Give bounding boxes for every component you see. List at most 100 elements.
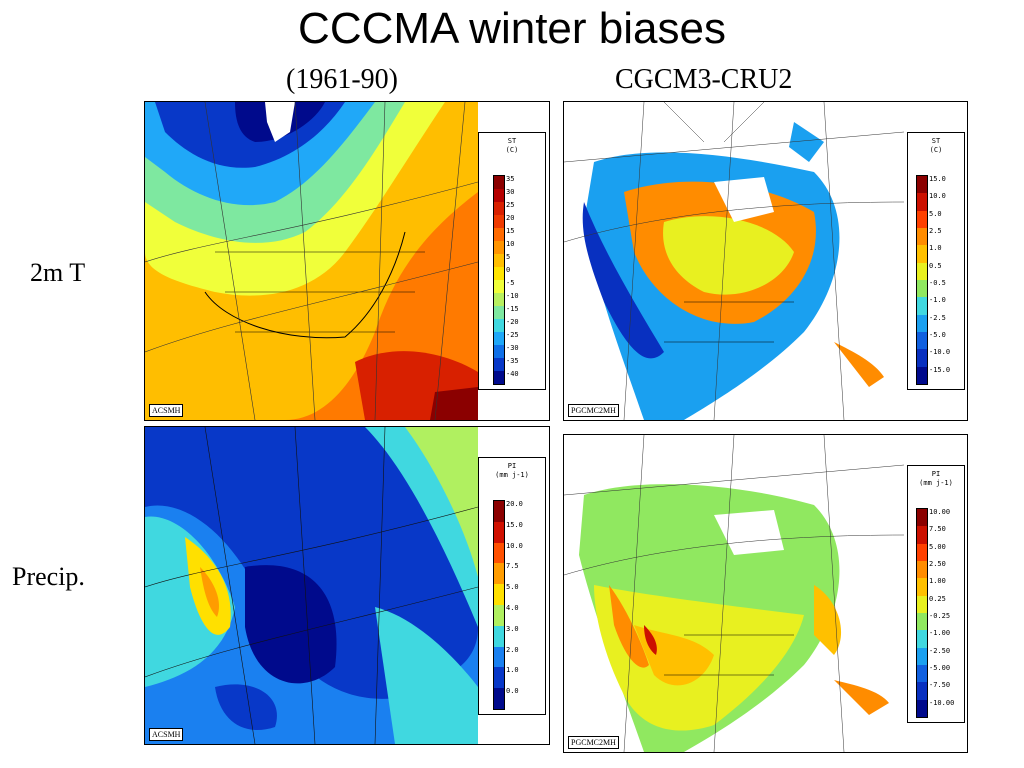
legend-tick-label: -5.0 — [929, 331, 946, 339]
map-panel-precipitation-model: PI (mm j-1) 20.0 15.0 10.0 7.5 5.0 4.0 3.0 2.0 1… — [144, 426, 550, 745]
legend-tick-label: -2.50 — [929, 646, 951, 655]
legend-tick-label: 0.0 — [506, 687, 519, 696]
legend-swatch — [494, 241, 504, 254]
temperature-model-legend: ST (C) 35 30 25 20 15 10 5 0 -5 -10 -15 -20 -25 -30 -3… — [478, 132, 546, 390]
panel-run-tag: ACSMH — [149, 404, 184, 417]
legend-swatch — [917, 245, 927, 263]
legend-variable: PI — [507, 462, 517, 470]
legend-swatch — [917, 578, 927, 596]
legend-tick-label: 5 — [506, 253, 511, 261]
legend-swatch — [917, 227, 927, 246]
legend-swatch — [917, 331, 927, 350]
row-label-temperature: 2m T — [30, 258, 86, 287]
legend-tick-label: -40 — [506, 370, 519, 378]
panel-run-tag: PGCMC2MH — [568, 736, 619, 749]
legend-tick-label: 2.50 — [929, 560, 946, 568]
precipitation-model-map — [145, 427, 478, 744]
legend-tick-label: 15.0 — [929, 175, 946, 183]
legend-tick-label: 0.5 — [929, 261, 942, 270]
legend-tick-label: 0.25 — [929, 594, 946, 603]
legend-swatch — [494, 688, 504, 709]
legend-tick-label: 2.5 — [929, 227, 942, 235]
precipitation-bias-map — [564, 435, 904, 752]
legend-tick-label: -15 — [506, 305, 519, 313]
legend-tick-label: 35 — [506, 175, 515, 183]
legend-swatch — [917, 699, 927, 717]
legend-swatch — [917, 349, 927, 367]
legend-swatch — [494, 345, 504, 358]
legend-swatch — [494, 358, 504, 371]
temperature-bias-legend: ST (C) 15.0 10.0 5.0 2.5 1.0 0.5 -0.5 -1.0 -2.5 -… — [907, 132, 965, 390]
legend-swatch — [917, 647, 927, 665]
legend-tick-label: 30 — [506, 188, 515, 196]
precipitation-bias-legend: PI (mm j-1) 10.00 7.50 5.00 2.50 1.00 0.25 -0.… — [907, 465, 965, 723]
legend-unit: (mm j-1) — [919, 479, 953, 487]
precipitation-model-legend: PI (mm j-1) 20.0 15.0 10.0 7.5 5.0 4.0 3.0 2.0 1… — [478, 457, 546, 715]
legend-tick-label: -10.0 — [929, 348, 951, 357]
legend-swatch — [494, 371, 504, 384]
legend-swatch — [494, 521, 504, 543]
column-header-period: (1961-90) — [286, 64, 398, 95]
legend-tick-label: 25 — [506, 201, 515, 209]
legend-tick-label: 15 — [506, 227, 515, 235]
legend-swatch — [494, 584, 504, 605]
legend-tick-label: -35 — [506, 357, 519, 365]
legend-tick-label: 5.00 — [929, 542, 946, 551]
legend-swatch — [494, 202, 504, 215]
legend-swatch — [917, 526, 927, 544]
legend-tick-label: 10.0 — [929, 192, 946, 201]
legend-tick-label: 5.0 — [506, 583, 519, 592]
legend-swatch — [917, 509, 927, 527]
legend-colorbar — [916, 508, 928, 718]
legend-tick-label: -30 — [506, 344, 519, 352]
legend-swatch — [494, 501, 504, 522]
legend-swatch — [917, 193, 927, 211]
legend-tick-label: 7.50 — [929, 525, 946, 534]
temperature-bias-map — [564, 102, 904, 420]
legend-tick-label: 4.0 — [506, 604, 519, 612]
legend-tick-label: 10 — [506, 240, 515, 248]
legend-tick-label: 5.0 — [929, 209, 942, 218]
column-header-comparison: CGCM3-CRU2 — [615, 64, 793, 95]
legend-swatch — [917, 664, 927, 683]
legend-tick-label: 1.0 — [929, 244, 942, 253]
map-panel-precipitation-bias: PI (mm j-1) 10.00 7.50 5.00 2.50 1.00 0.25 -0.… — [563, 434, 968, 753]
legend-colorbar — [493, 175, 505, 385]
legend-tick-label: 20.0 — [506, 500, 523, 508]
legend-swatch — [494, 176, 504, 189]
legend-swatch — [494, 306, 504, 319]
legend-swatch — [494, 625, 504, 647]
slide-title: CCCMA winter biases — [298, 4, 726, 53]
legend-tick-label: -15.0 — [929, 365, 951, 374]
legend-swatch — [494, 563, 504, 585]
legend-tick-label: -5.00 — [929, 664, 951, 672]
legend-tick-label: -10 — [506, 292, 519, 300]
legend-swatch — [917, 612, 927, 631]
legend-unit: (mm j-1) — [495, 471, 529, 479]
legend-tick-label: -5 — [506, 279, 515, 287]
legend-swatch — [494, 542, 504, 564]
legend-tick-label: 1.00 — [929, 577, 946, 586]
legend-tick-label: 3.0 — [506, 624, 519, 633]
legend-swatch — [494, 189, 504, 202]
legend-swatch — [494, 254, 504, 267]
legend-swatch — [494, 319, 504, 332]
legend-swatch — [917, 210, 927, 228]
legend-swatch — [917, 366, 927, 384]
legend-swatch — [917, 560, 927, 579]
legend-swatch — [494, 332, 504, 345]
legend-swatch — [917, 262, 927, 280]
legend-swatch — [917, 297, 927, 315]
legend-tick-label: -20 — [506, 318, 519, 326]
legend-colorbar — [493, 500, 505, 710]
legend-variable: ST — [931, 137, 941, 145]
legend-tick-label: -1.00 — [929, 629, 951, 638]
legend-tick-label: 7.5 — [506, 562, 519, 571]
legend-colorbar — [916, 175, 928, 385]
temperature-model-map — [145, 102, 478, 420]
panel-run-tag: PGCMC2MH — [568, 404, 619, 417]
legend-tick-label: 1.0 — [506, 666, 519, 675]
legend-swatch — [917, 279, 927, 298]
map-panel-temperature-model: ST (C) 35 30 25 20 15 10 5 0 -5 -10 -15 -20 -25 -30 -3… — [144, 101, 550, 421]
legend-swatch — [494, 267, 504, 280]
